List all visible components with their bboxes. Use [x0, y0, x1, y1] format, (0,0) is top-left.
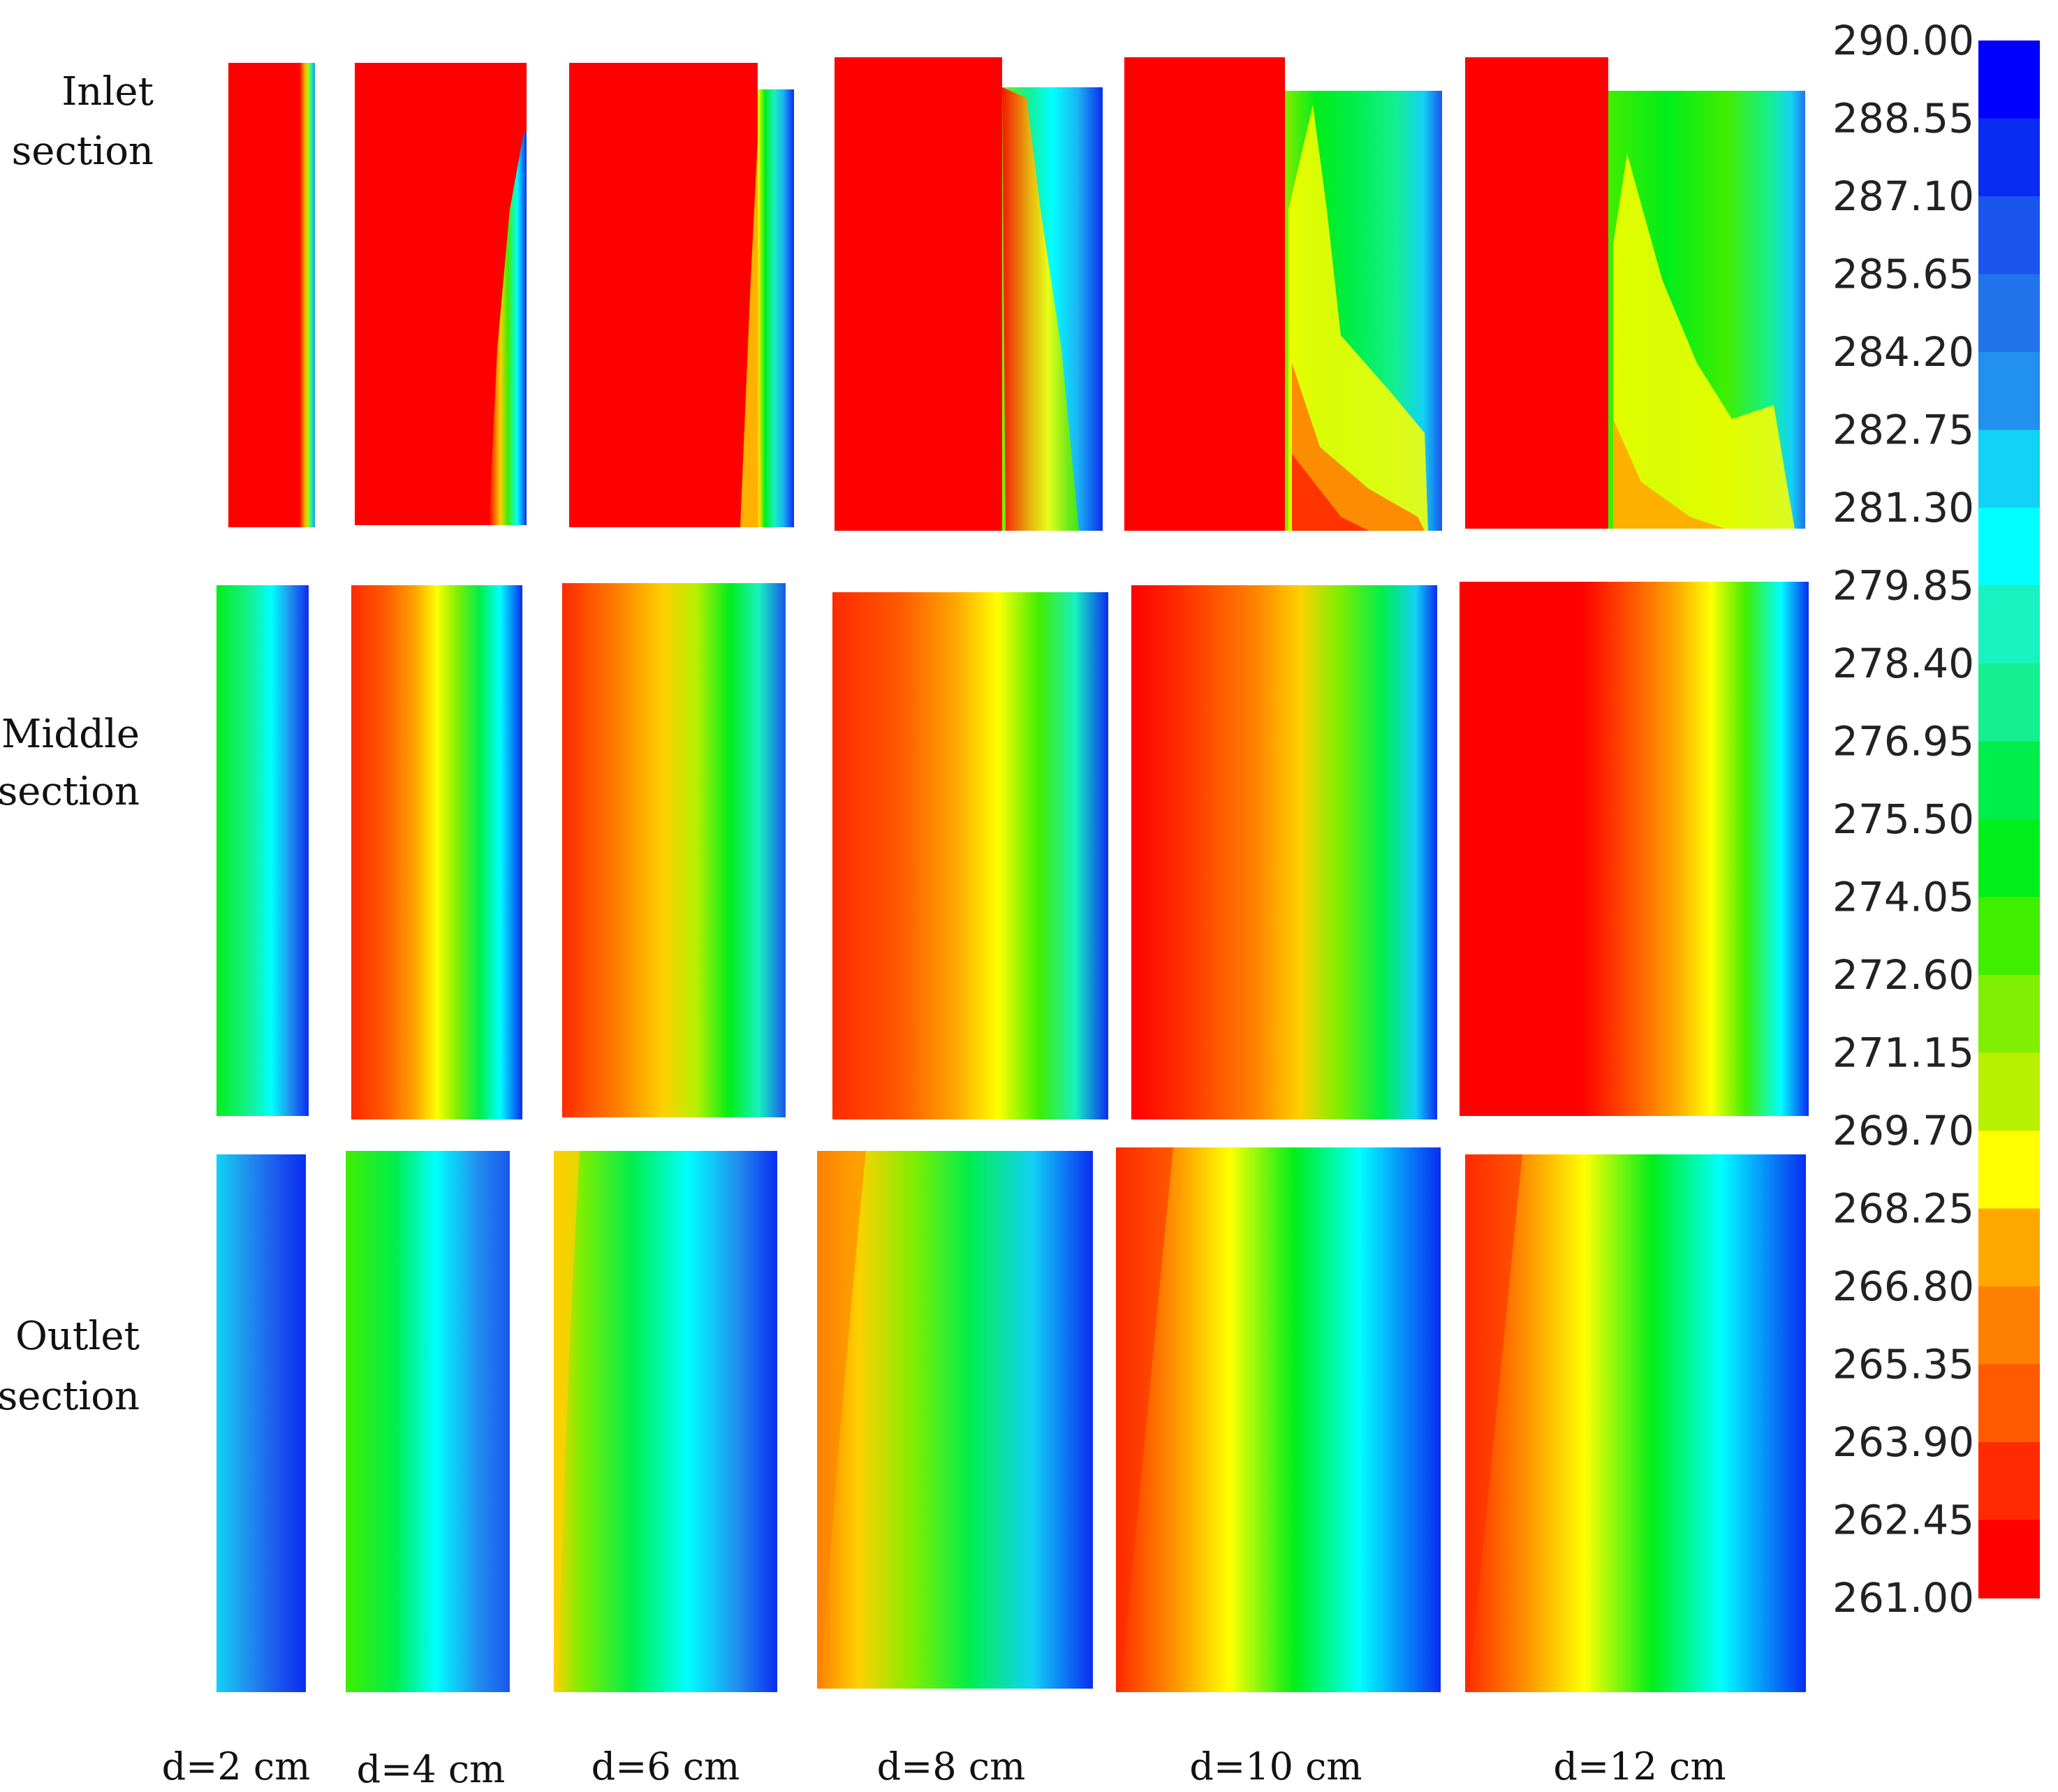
colorbar-tick-label: 271.15	[1832, 1029, 1974, 1077]
colorbar-tick-label: 274.05	[1832, 874, 1974, 921]
colorbar-band	[1978, 41, 2040, 119]
outlet-section-panels	[216, 1147, 1806, 1692]
colorbar-tick-label: 275.50	[1832, 795, 1974, 843]
inlet-panel-d6	[569, 63, 794, 527]
row-labels: Inlet section Middle section Outlet sect…	[0, 69, 154, 1419]
column-label-d2: d=2 cm	[162, 1745, 311, 1789]
column-labels: d=2 cm d=4 cm d=6 cm d=8 cm d=10 cm d=12…	[162, 1745, 1726, 1791]
middle-panel-d10	[1131, 585, 1437, 1119]
row-label-middle-line2: section	[0, 769, 140, 814]
colorbar-band	[1978, 429, 2040, 508]
colorbar-tick-label: 284.20	[1832, 328, 1974, 376]
outlet-panel-d12	[1465, 1154, 1806, 1692]
colorbar-tick-label: 285.65	[1832, 251, 1974, 298]
colorbar-band	[1978, 975, 2040, 1054]
colorbar-tick-label: 281.30	[1832, 484, 1974, 531]
colorbar-tick-label: 290.00	[1832, 17, 1974, 64]
colorbar-band	[1978, 1442, 2040, 1521]
colorbar-band	[1978, 1520, 2040, 1599]
colorbar-band	[1978, 1208, 2040, 1287]
middle-panel-d6	[562, 583, 786, 1117]
colorbar-tick-label: 276.95	[1832, 718, 1974, 765]
inlet-panel-d12	[1465, 57, 1805, 529]
outlet-panel-d6	[554, 1151, 777, 1692]
row-label-outlet-line1: Outlet	[15, 1314, 140, 1359]
colorbar-tick-label: 282.75	[1832, 406, 1974, 454]
row-label-outlet-line2: section	[0, 1374, 140, 1419]
colorbar-tick-label: 266.80	[1832, 1263, 1974, 1310]
colorbar-tick-label: 278.40	[1832, 640, 1974, 687]
colorbar-tick-label: 272.60	[1832, 951, 1974, 999]
colorbar-band	[1978, 118, 2040, 197]
colorbar-tick-label: 269.70	[1832, 1107, 1974, 1154]
outlet-panel-d10	[1116, 1147, 1441, 1692]
row-label-inlet-line2: section	[12, 128, 154, 174]
colorbar-band	[1978, 585, 2040, 664]
inlet-section-panels	[228, 57, 1805, 531]
middle-panel-d8	[832, 592, 1108, 1119]
colorbar	[1978, 41, 2040, 1599]
colorbar-tick-label: 261.00	[1832, 1574, 1974, 1622]
column-label-d6: d=6 cm	[591, 1745, 740, 1789]
colorbar-band	[1978, 663, 2040, 742]
middle-panel-d4	[351, 585, 522, 1119]
column-label-d8: d=8 cm	[877, 1745, 1026, 1789]
outlet-panel-d8	[817, 1151, 1093, 1689]
middle-section-panels	[216, 582, 1809, 1119]
colorbar-band	[1978, 352, 2040, 431]
colorbar-band	[1978, 1286, 2040, 1365]
colorbar-tick-label: 262.45	[1832, 1497, 1974, 1544]
colorbar-tick-label: 268.25	[1832, 1185, 1974, 1233]
outlet-panel-d2	[216, 1154, 306, 1692]
column-label-d10: d=10 cm	[1189, 1745, 1362, 1789]
row-label-inlet-line1: Inlet	[61, 69, 154, 115]
row-label-middle-line1: Middle	[1, 712, 140, 757]
colorbar-band	[1978, 741, 2040, 820]
colorbar-tick-labels: 290.00 288.55 287.10 285.65 284.20 282.75 281.…	[1832, 17, 1974, 1622]
inlet-panel-d10	[1124, 57, 1442, 531]
colorbar-band	[1978, 508, 2040, 587]
colorbar-band	[1978, 1364, 2040, 1443]
middle-panel-d2	[216, 585, 309, 1116]
colorbar-band	[1978, 1131, 2040, 1210]
colorbar-tick-label: 288.55	[1832, 95, 1974, 142]
inlet-panel-d4	[355, 63, 527, 525]
colorbar-tick-label: 287.10	[1832, 172, 1974, 220]
colorbar-band	[1978, 897, 2040, 976]
middle-panel-d12	[1460, 582, 1809, 1116]
colorbar-band	[1978, 274, 2040, 353]
colorbar-tick-label: 263.90	[1832, 1418, 1974, 1466]
colorbar-tick-label: 265.35	[1832, 1341, 1974, 1388]
inlet-panel-d2	[228, 63, 315, 527]
colorbar-band	[1978, 1052, 2040, 1131]
column-label-d12: d=12 cm	[1553, 1745, 1726, 1789]
column-label-d4: d=4 cm	[357, 1747, 506, 1791]
inlet-panel-d8	[835, 57, 1103, 531]
colorbar-band	[1978, 196, 2040, 275]
colorbar-tick-label: 279.85	[1832, 562, 1974, 610]
colorbar-band	[1978, 819, 2040, 898]
outlet-panel-d4	[346, 1151, 510, 1692]
